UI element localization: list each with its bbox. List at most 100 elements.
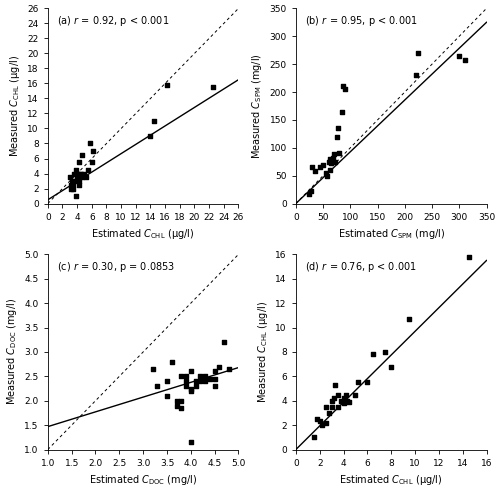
Point: [168, 358, 176, 366]
Point: [201, 377, 209, 385]
Point: [76, 170, 84, 178]
Point: [340, 395, 347, 402]
Y-axis label: Measured $C_\mathrm{DOC}$ (mg/l): Measured $C_\mathrm{DOC}$ (mg/l): [5, 299, 19, 405]
Point: [336, 150, 344, 157]
Point: [352, 391, 360, 399]
Point: [324, 158, 332, 166]
X-axis label: Estimated $C_\mathrm{DOC}$ (mg/l): Estimated $C_\mathrm{DOC}$ (mg/l): [89, 473, 198, 487]
Point: [196, 372, 204, 380]
Point: [196, 377, 204, 385]
Point: [319, 160, 327, 168]
Point: [216, 363, 224, 370]
Text: (c) $r$ = 0.30, p = 0.0853: (c) $r$ = 0.30, p = 0.0853: [58, 260, 176, 274]
Point: [70, 170, 78, 178]
Point: [328, 397, 336, 405]
Point: [456, 52, 464, 60]
X-axis label: Estimated $C_\mathrm{CHL}$ (μg/l): Estimated $C_\mathrm{CHL}$ (μg/l): [92, 227, 195, 241]
Point: [162, 81, 170, 89]
Point: [326, 155, 334, 163]
Point: [74, 181, 82, 189]
Point: [316, 163, 324, 171]
Point: [206, 375, 214, 383]
Point: [332, 133, 340, 141]
Point: [307, 187, 315, 195]
Point: [414, 49, 422, 57]
Point: [66, 173, 74, 181]
Point: [337, 397, 345, 405]
Point: [322, 169, 330, 177]
Point: [354, 378, 362, 386]
Point: [324, 172, 332, 180]
Point: [334, 124, 342, 132]
Point: [187, 387, 195, 395]
Point: [146, 132, 154, 140]
Point: [192, 382, 200, 390]
Point: [66, 184, 74, 192]
Point: [405, 315, 413, 323]
Point: [342, 391, 350, 399]
Point: [225, 365, 233, 373]
Point: [387, 363, 395, 370]
X-axis label: Estimated $C_\mathrm{CHL}$ (μg/l): Estimated $C_\mathrm{CHL}$ (μg/l): [340, 473, 443, 487]
Y-axis label: Measured $C_\mathrm{SPM}$ (mg/l): Measured $C_\mathrm{SPM}$ (mg/l): [250, 53, 264, 159]
Text: (b) $r$ = 0.95, p < 0.001: (b) $r$ = 0.95, p < 0.001: [306, 14, 418, 28]
Point: [76, 158, 84, 166]
Point: [330, 395, 338, 402]
Point: [346, 398, 354, 406]
Point: [381, 348, 389, 356]
Point: [340, 400, 347, 407]
Point: [69, 181, 77, 189]
Point: [306, 189, 314, 197]
Point: [72, 166, 80, 174]
Point: [88, 158, 96, 166]
Point: [178, 397, 186, 405]
Point: [316, 418, 324, 426]
Point: [78, 151, 86, 159]
Point: [187, 385, 195, 393]
Point: [163, 392, 171, 400]
Point: [192, 377, 200, 385]
Point: [182, 377, 190, 385]
Point: [78, 173, 86, 181]
Point: [364, 378, 372, 386]
Point: [310, 433, 318, 441]
Point: [331, 381, 339, 389]
Point: [148, 365, 156, 373]
Text: (d) $r$ = 0.76, p < 0.001: (d) $r$ = 0.76, p < 0.001: [306, 260, 418, 274]
Point: [334, 391, 342, 399]
Point: [187, 368, 195, 375]
Point: [72, 192, 80, 200]
Point: [172, 401, 180, 409]
Point: [73, 170, 81, 178]
Text: (a) $r$ = 0.92, p < 0.001: (a) $r$ = 0.92, p < 0.001: [58, 14, 170, 28]
Point: [328, 156, 336, 164]
Point: [70, 184, 78, 192]
Point: [339, 83, 347, 91]
Point: [80, 170, 88, 178]
Point: [326, 166, 334, 174]
Point: [68, 181, 76, 189]
Point: [74, 173, 82, 181]
Point: [328, 159, 336, 167]
Point: [464, 253, 472, 261]
Point: [308, 163, 316, 171]
Point: [74, 177, 82, 185]
Point: [329, 154, 337, 162]
Point: [330, 151, 338, 158]
Point: [178, 404, 186, 412]
Point: [182, 372, 190, 380]
Point: [343, 397, 351, 405]
Point: [322, 403, 330, 411]
Point: [154, 382, 162, 390]
Y-axis label: Measured $C_\mathrm{CHL}$ (μg/l): Measured $C_\mathrm{CHL}$ (μg/l): [256, 301, 270, 403]
Point: [209, 83, 217, 91]
Point: [331, 158, 339, 166]
Point: [210, 368, 218, 375]
Point: [84, 166, 92, 174]
Point: [150, 117, 158, 125]
Point: [90, 147, 98, 155]
Point: [338, 108, 346, 116]
Point: [370, 350, 378, 358]
Point: [73, 173, 81, 181]
Point: [178, 372, 186, 380]
